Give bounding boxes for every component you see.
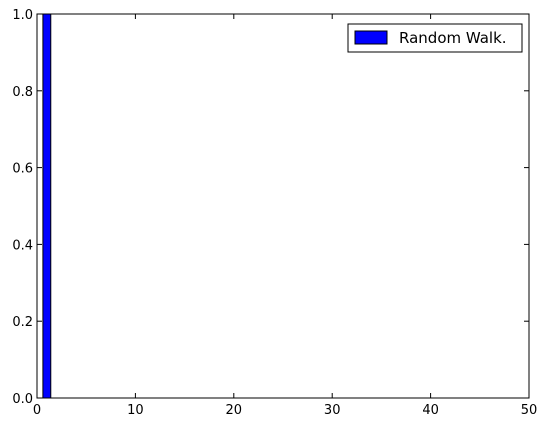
x-tick-label: 10: [127, 403, 144, 418]
plot-background: [37, 14, 529, 398]
axes-frame: [36, 13, 530, 399]
legend: Random Walk.: [347, 23, 523, 53]
y-tick-label: 0.4: [12, 238, 33, 253]
y-tick-label: 0.6: [12, 162, 33, 177]
y-tick-label: 0.0: [12, 392, 33, 407]
y-tick-label: 0.2: [12, 315, 33, 330]
x-tick-label: 40: [422, 403, 439, 418]
x-tick-label: 50: [521, 403, 538, 418]
bar: [42, 13, 52, 399]
legend-swatch: [354, 30, 388, 45]
axes: 0 10 20 30 40 50 0.0 0.2 0.4 0.6 0.8 1.0: [12, 8, 537, 418]
y-tick-label: 0.8: [12, 85, 33, 100]
plot-area: [37, 13, 529, 399]
y-tick-label: 1.0: [12, 8, 33, 23]
x-tick-label: 30: [324, 403, 341, 418]
legend-label: Random Walk.: [399, 29, 507, 47]
x-tick-label: 20: [226, 403, 243, 418]
x-tick-label: 0: [33, 403, 41, 418]
